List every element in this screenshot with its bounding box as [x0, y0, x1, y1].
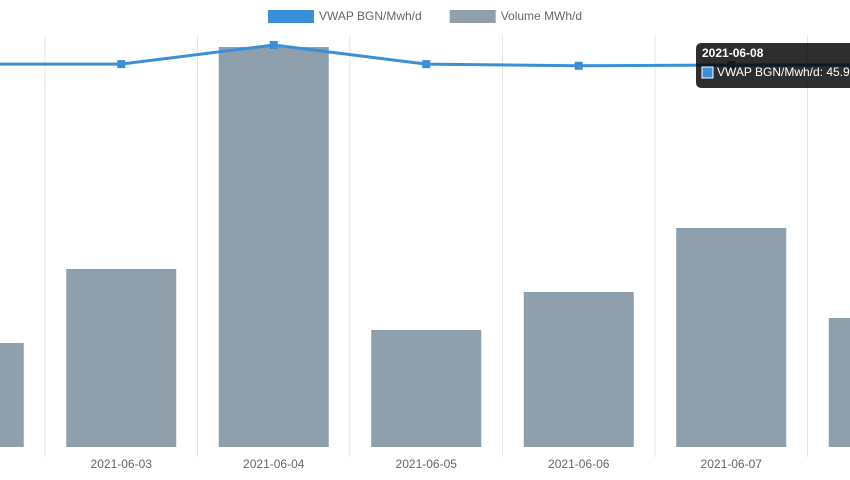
point	[269, 40, 278, 49]
bar	[523, 292, 634, 447]
x-tick-label: 2021-06-03	[91, 457, 153, 471]
x-tick-label: 2021-06-04	[243, 457, 305, 471]
legend-swatch	[449, 10, 496, 23]
bar	[371, 330, 482, 447]
bar	[66, 269, 177, 447]
x-tick-label: 2021-06-07	[701, 457, 763, 471]
tooltip-title: 2021-06-08	[702, 46, 764, 60]
x-tick-label: 2021-06-05	[396, 457, 458, 471]
legend-swatch	[268, 10, 314, 23]
point	[574, 61, 583, 70]
bar	[676, 228, 787, 447]
tooltip-swatch	[701, 66, 714, 79]
bar	[828, 318, 850, 447]
legend-label: VWAP BGN/Mwh/d	[319, 9, 422, 23]
point	[422, 60, 431, 69]
tooltip-box	[696, 43, 850, 88]
tooltip: 2021-06-08 VWAP BGN/Mwh/d: 45.9	[696, 43, 850, 88]
point	[117, 60, 126, 69]
bar	[218, 47, 329, 447]
tooltip-body: VWAP BGN/Mwh/d: 45.9	[717, 65, 850, 79]
bar	[0, 343, 24, 447]
x-tick-label: 2021-06-06	[548, 457, 610, 471]
legend-label: Volume MWh/d	[501, 9, 582, 23]
